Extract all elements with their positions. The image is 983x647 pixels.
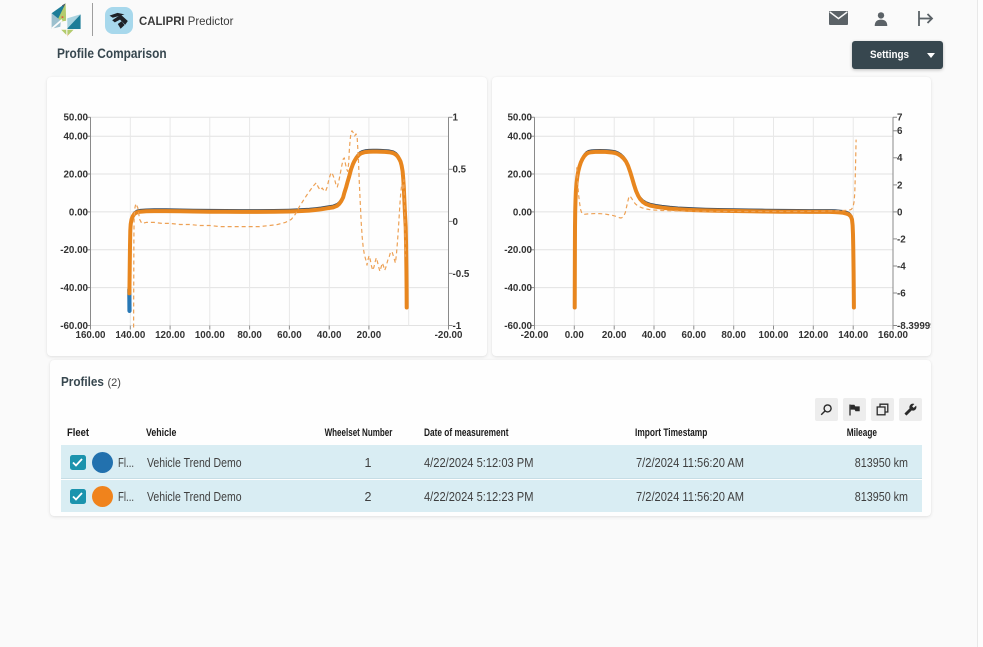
svg-text:20.00: 20.00 (357, 330, 382, 341)
svg-text:-60.00: -60.00 (60, 321, 88, 332)
svg-text:80.00: 80.00 (721, 330, 746, 341)
svg-text:-20.00: -20.00 (435, 330, 463, 341)
svg-text:100.00: 100.00 (759, 330, 790, 341)
svg-text:-20.00: -20.00 (60, 245, 88, 256)
svg-text:7: 7 (897, 113, 903, 124)
svg-text:-1: -1 (453, 321, 462, 332)
svg-text:60.00: 60.00 (682, 330, 707, 341)
svg-text:-40.00: -40.00 (60, 283, 88, 294)
svg-text:160.00: 160.00 (76, 330, 107, 341)
svg-text:60.00: 60.00 (277, 330, 302, 341)
svg-text:0.5: 0.5 (453, 165, 467, 176)
svg-text:40.00: 40.00 (642, 330, 667, 341)
svg-text:20.00: 20.00 (507, 169, 532, 180)
svg-text:100.00: 100.00 (195, 330, 226, 341)
svg-text:-40.00: -40.00 (504, 283, 532, 294)
svg-text:-60.00: -60.00 (504, 321, 532, 332)
svg-text:140.00: 140.00 (838, 330, 869, 341)
svg-text:-6: -6 (897, 288, 906, 299)
svg-text:-8.39999: -8.39999 (897, 321, 931, 332)
svg-text:-20.00: -20.00 (521, 330, 549, 341)
svg-text:4: 4 (897, 153, 903, 164)
svg-text:-20.00: -20.00 (504, 245, 532, 256)
svg-text:0.00: 0.00 (513, 207, 533, 218)
svg-text:160.00: 160.00 (878, 330, 909, 341)
svg-text:6: 6 (897, 126, 903, 137)
svg-text:0.00: 0.00 (69, 207, 89, 218)
svg-text:50.00: 50.00 (63, 113, 88, 124)
svg-text:1: 1 (453, 113, 459, 124)
svg-text:120.00: 120.00 (155, 330, 186, 341)
svg-text:120.00: 120.00 (798, 330, 829, 341)
svg-text:0: 0 (453, 217, 459, 228)
svg-text:0: 0 (897, 207, 903, 218)
svg-text:50.00: 50.00 (507, 113, 532, 124)
svg-text:40.00: 40.00 (317, 330, 342, 341)
svg-text:-0.5: -0.5 (453, 269, 470, 280)
svg-text:140.00: 140.00 (115, 330, 146, 341)
svg-text:40.00: 40.00 (507, 132, 532, 143)
svg-text:-4: -4 (897, 261, 906, 272)
svg-text:40.00: 40.00 (63, 132, 88, 143)
svg-text:0.00: 0.00 (565, 330, 585, 341)
svg-text:20.00: 20.00 (63, 169, 88, 180)
svg-text:20.00: 20.00 (602, 330, 627, 341)
svg-text:2: 2 (897, 180, 903, 191)
svg-text:-2: -2 (897, 234, 906, 245)
svg-text:80.00: 80.00 (237, 330, 262, 341)
